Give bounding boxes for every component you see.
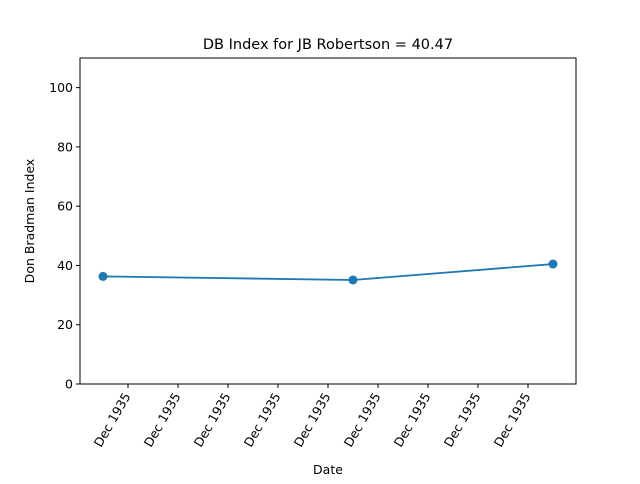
y-axis: 0 20 40 60 80 100 <box>49 80 80 392</box>
y-tick-label: 60 <box>57 199 73 214</box>
y-tick-label: 0 <box>65 377 73 392</box>
y-axis-label: Don Bradman Index <box>22 159 37 284</box>
data-point <box>348 275 358 285</box>
x-axis-label: Date <box>313 462 343 477</box>
chart-title: DB Index for JB Robertson = 40.47 <box>203 37 453 53</box>
plot-area <box>98 259 558 285</box>
data-point <box>548 259 558 269</box>
y-tick-label: 100 <box>49 80 73 95</box>
y-tick-label: 80 <box>57 139 73 154</box>
y-tick-label: 20 <box>57 317 73 332</box>
data-point <box>98 271 108 281</box>
y-tick-label: 40 <box>57 258 73 273</box>
